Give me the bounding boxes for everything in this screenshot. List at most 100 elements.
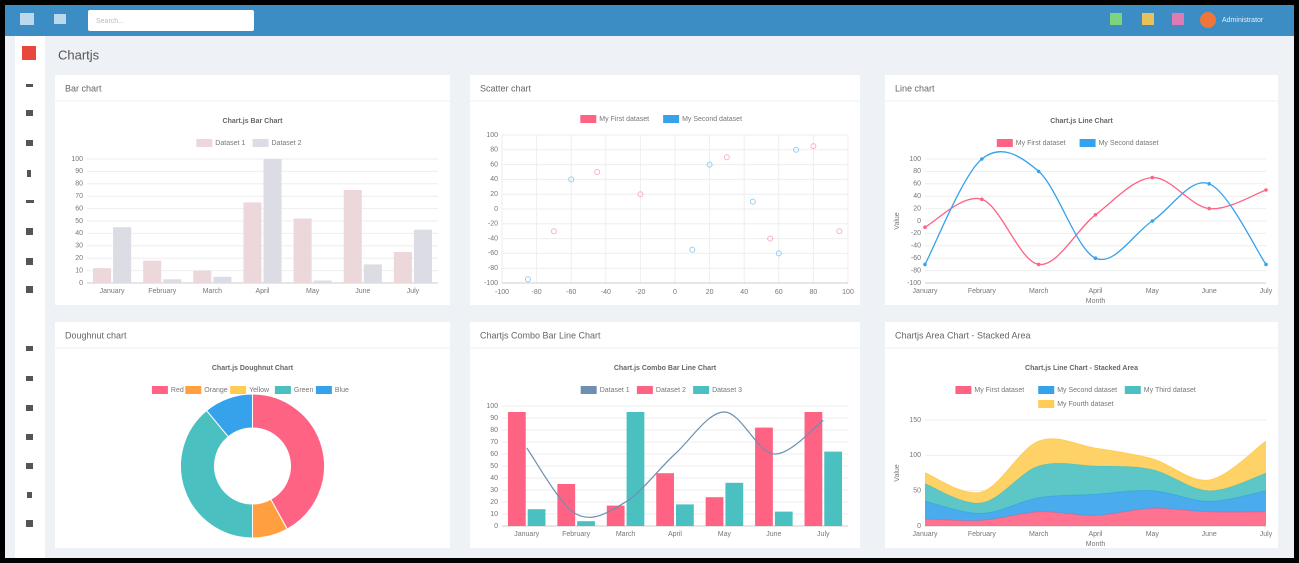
legend-label[interactable]: My Second dataset — [1099, 140, 1159, 147]
y-tick-label: 100 — [486, 132, 498, 139]
y-tick-label: 20 — [490, 191, 498, 198]
nav-icon[interactable] — [27, 170, 31, 177]
x-tick-label: April — [668, 531, 682, 538]
line-point — [923, 225, 927, 229]
legend-label[interactable]: My Fourth dataset — [1057, 401, 1113, 408]
bar — [413, 229, 432, 283]
y-tick-label: 10 — [490, 511, 498, 518]
legend-label[interactable]: Dataset 1 — [600, 387, 630, 394]
nav-icon[interactable] — [26, 110, 33, 116]
doughnut-slice — [180, 409, 253, 539]
nav-icon[interactable] — [26, 258, 33, 265]
legend-label[interactable]: Dataset 3 — [712, 387, 742, 394]
x-tick-label: March — [616, 531, 636, 538]
legend-label[interactable]: Dataset 2 — [656, 387, 686, 394]
search-box[interactable] — [88, 10, 254, 31]
legend-swatch[interactable] — [636, 386, 653, 394]
nav-icon[interactable] — [26, 140, 33, 146]
x-tick-label: July — [817, 531, 830, 538]
x-tick-label: 80 — [810, 289, 818, 296]
nav-icon[interactable] — [27, 492, 32, 498]
legend-swatch[interactable] — [1124, 386, 1141, 394]
bar — [243, 202, 262, 283]
panel-title: Doughnut chart — [65, 330, 127, 340]
legend-label[interactable]: My Second dataset — [682, 116, 742, 123]
legend-label[interactable]: My First dataset — [599, 116, 649, 123]
legend-label[interactable]: Blue — [335, 387, 349, 394]
legend-label[interactable]: My First dataset — [1016, 140, 1066, 147]
x-tick-label: June — [355, 288, 370, 295]
bar — [113, 227, 132, 283]
nav-icon[interactable] — [26, 200, 34, 203]
legend-swatch[interactable] — [1038, 386, 1055, 394]
legend-swatch[interactable] — [663, 115, 680, 123]
chart-title: Chart.js Line Chart - Stacked Area — [1025, 365, 1138, 372]
y-tick-label: 80 — [75, 181, 83, 188]
legend-swatch[interactable] — [315, 386, 332, 394]
legend-label[interactable]: Dataset 2 — [272, 140, 302, 147]
bar — [393, 252, 412, 283]
logo-icon[interactable] — [20, 13, 34, 25]
legend-label[interactable]: Dataset 1 — [215, 140, 245, 147]
x-tick-label: -40 — [601, 289, 611, 296]
legend-label[interactable]: My Third dataset — [1144, 387, 1196, 394]
legend-label[interactable]: Green — [294, 387, 314, 394]
x-tick-label: January — [100, 288, 125, 295]
legend-label[interactable]: Red — [171, 387, 184, 394]
bar — [725, 482, 744, 526]
legend-swatch[interactable] — [151, 386, 168, 394]
nav-icon[interactable] — [26, 376, 33, 381]
legend-swatch[interactable] — [996, 139, 1013, 147]
legend-swatch[interactable] — [185, 386, 202, 394]
legend-swatch[interactable] — [230, 386, 247, 394]
panel — [885, 75, 1278, 305]
line-point — [1036, 169, 1041, 174]
legend-swatch[interactable] — [580, 386, 597, 394]
line-point — [1093, 256, 1098, 261]
nav-icon[interactable] — [26, 346, 33, 351]
line-point — [1150, 219, 1155, 223]
legend-swatch[interactable] — [1079, 139, 1096, 147]
user-name[interactable]: Administrator — [1222, 17, 1264, 24]
bar — [213, 276, 232, 283]
legend-swatch[interactable] — [580, 115, 597, 123]
sidebar-logo[interactable] — [22, 46, 36, 60]
x-tick-label: February — [562, 531, 591, 538]
legend-swatch[interactable] — [1038, 400, 1055, 408]
legend-label[interactable]: Yellow — [249, 387, 270, 394]
menu-icon[interactable] — [54, 14, 66, 24]
legend-swatch[interactable] — [274, 386, 291, 394]
line-point — [1207, 182, 1211, 186]
x-tick-label: May — [718, 531, 732, 538]
avatar[interactable] — [1200, 12, 1216, 28]
legend-swatch[interactable] — [693, 386, 710, 394]
scatter-point — [749, 198, 756, 205]
nav-icon[interactable] — [26, 286, 33, 293]
bar — [804, 412, 823, 526]
legend-label[interactable]: My First dataset — [974, 387, 1024, 394]
y-tick-label: -80 — [488, 265, 498, 272]
notify-icon[interactable] — [1172, 13, 1184, 25]
notify-icon[interactable] — [1110, 13, 1122, 25]
legend-swatch[interactable] — [196, 139, 213, 147]
x-tick-label: 20 — [706, 289, 714, 296]
line-point — [1264, 262, 1268, 267]
y-tick-label: 100 — [486, 403, 498, 410]
scatter-point — [706, 161, 713, 168]
notify-icon[interactable] — [1142, 13, 1154, 25]
nav-icon[interactable] — [26, 405, 33, 411]
scatter-point — [793, 146, 800, 153]
legend-swatch[interactable] — [955, 386, 972, 394]
legend-label[interactable]: Orange — [204, 387, 227, 394]
nav-icon[interactable] — [26, 434, 33, 440]
nav-icon[interactable] — [26, 463, 33, 469]
nav-icon[interactable] — [26, 84, 33, 87]
nav-icon[interactable] — [26, 228, 33, 235]
nav-icon[interactable] — [26, 520, 33, 527]
legend-swatch[interactable] — [252, 139, 269, 147]
x-tick-label: May — [306, 288, 320, 295]
y-tick-label: 0 — [494, 523, 498, 530]
legend-label[interactable]: My Second dataset — [1057, 387, 1117, 394]
x-tick-label: February — [968, 288, 997, 295]
x-tick-label: May — [1146, 531, 1160, 538]
